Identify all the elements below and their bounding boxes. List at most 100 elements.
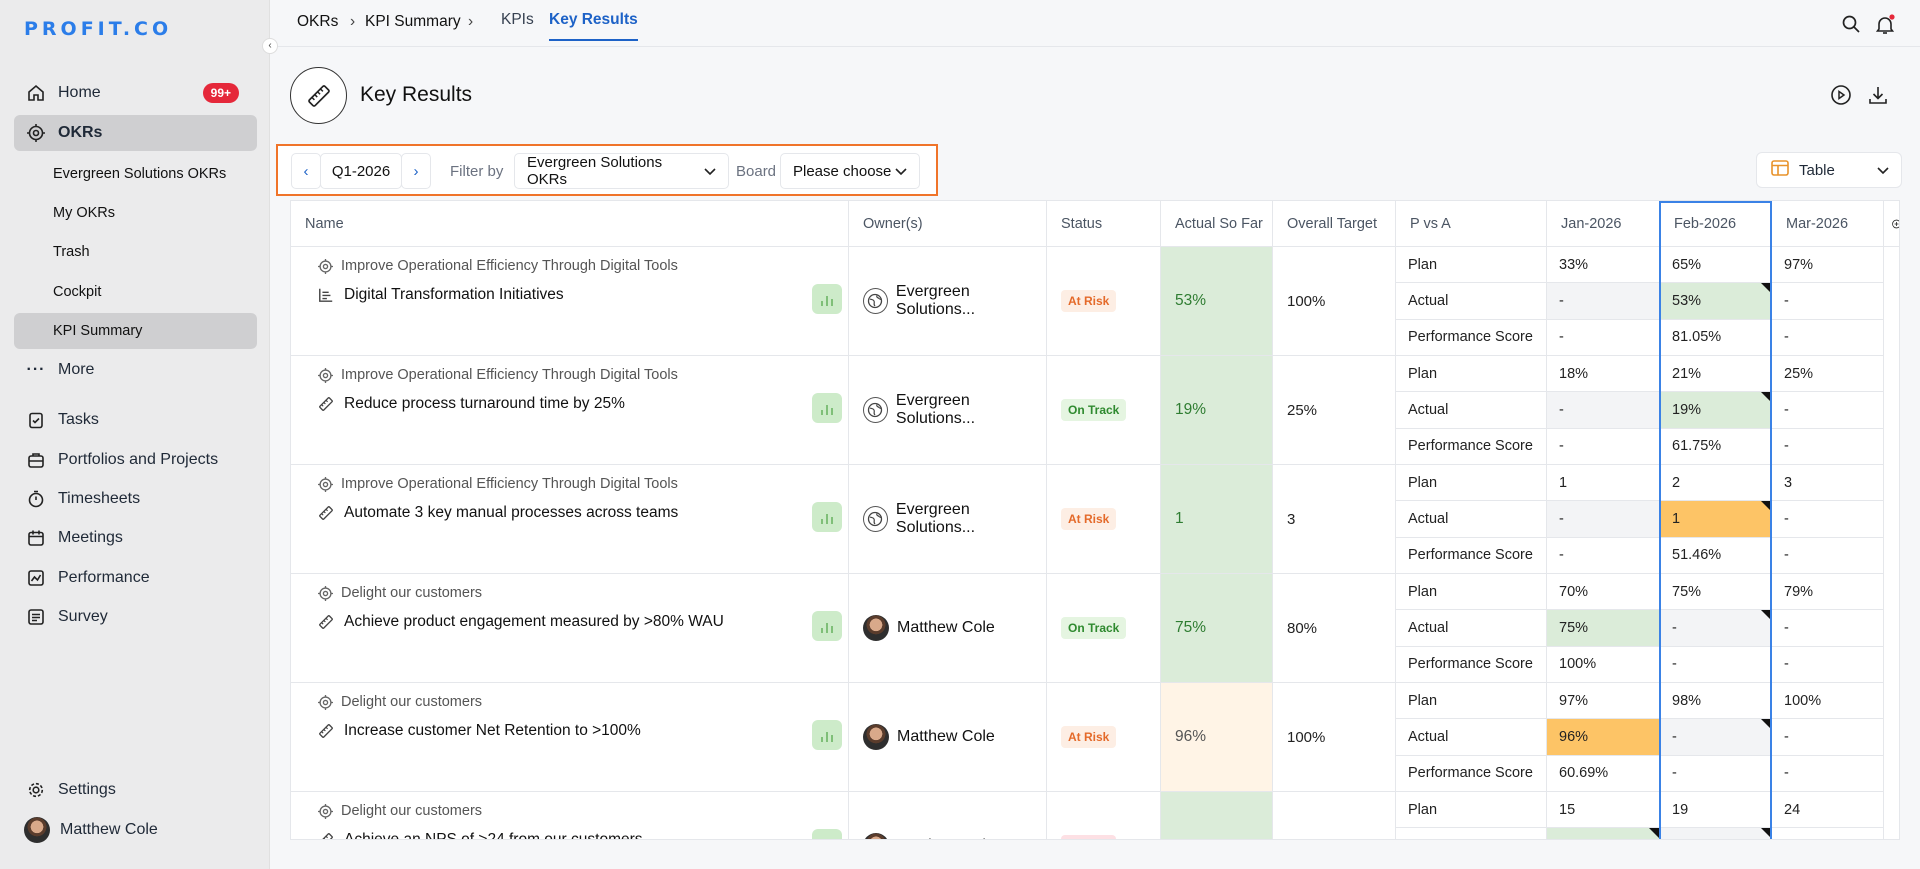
sidebar-subitem-evergreen-okrs[interactable]: Evergreen Solutions OKRs — [53, 166, 227, 182]
objective-name[interactable]: Delight our customers — [341, 694, 483, 710]
owner-cell[interactable]: Matthew Cole — [849, 683, 1047, 792]
cell-value: 3 — [1784, 474, 1793, 491]
breadcrumb-okrs[interactable]: OKRs — [297, 13, 339, 30]
month-value-cell: 97% — [1772, 247, 1884, 284]
app-logo[interactable]: PROFIT.CO — [24, 18, 173, 40]
sidebar-user-profile[interactable]: Matthew Cole — [14, 812, 257, 848]
column-header-owners[interactable]: Owner(s) — [849, 201, 1047, 247]
month-value-cell[interactable]: 75% — [1547, 610, 1660, 647]
sidebar-item-timesheets[interactable]: Timesheets — [14, 481, 257, 517]
sidebar-item-settings[interactable]: Settings — [14, 772, 257, 808]
month-value-cell[interactable]: 18 — [1547, 828, 1660, 839]
bar-chart-icon[interactable] — [812, 720, 842, 750]
filter-by-dropdown[interactable]: Evergreen Solutions OKRs — [514, 153, 729, 189]
owner: Matthew Cole — [863, 615, 995, 641]
column-header-actual-so-far[interactable]: Actual So Far — [1161, 201, 1273, 247]
sidebar-item-survey[interactable]: Survey — [14, 599, 257, 635]
month-value-cell[interactable]: - — [1547, 392, 1660, 429]
key-result-name[interactable]: Increase customer Net Retention to >100% — [344, 722, 641, 739]
view-selector[interactable]: Table — [1756, 152, 1902, 188]
bar-chart-icon[interactable] — [812, 611, 842, 641]
table-row[interactable]: Delight our customers Achieve product en… — [291, 574, 849, 683]
key-result-name[interactable]: Digital Transformation Initiatives — [344, 286, 564, 303]
table-row[interactable]: Delight our customers Increase customer … — [291, 683, 849, 792]
notification-bell-icon[interactable] — [1874, 14, 1896, 36]
objective-name[interactable]: Improve Operational Efficiency Through D… — [341, 258, 678, 274]
month-value-cell[interactable]: 53% — [1660, 283, 1772, 320]
month-value-cell[interactable]: 96% — [1547, 719, 1660, 756]
board-dropdown[interactable]: Please choose — [780, 153, 920, 189]
objective-name[interactable]: Delight our customers — [341, 585, 483, 601]
collapse-sidebar-button[interactable]: ‹ — [262, 38, 278, 54]
month-value-cell[interactable]: - — [1772, 828, 1884, 839]
actual-so-far-cell[interactable]: 96% — [1161, 683, 1273, 792]
sidebar-item-tasks[interactable]: Tasks — [14, 402, 257, 438]
actual-so-far-cell[interactable]: 18 — [1161, 792, 1273, 839]
month-value-cell[interactable]: - — [1772, 719, 1884, 756]
bar-chart-icon[interactable] — [812, 502, 842, 532]
owner-cell[interactable]: Matthew Cole — [849, 574, 1047, 683]
actual-so-far-cell[interactable]: 53% — [1161, 247, 1273, 356]
tab-key-results[interactable]: Key Results — [549, 11, 638, 41]
actual-so-far-cell[interactable]: 1 — [1161, 465, 1273, 574]
play-icon[interactable] — [1830, 84, 1852, 106]
sidebar-item-more[interactable]: ··· More — [14, 352, 257, 388]
objective-name[interactable]: Improve Operational Efficiency Through D… — [341, 367, 678, 383]
month-value-cell[interactable]: - — [1772, 501, 1884, 538]
download-icon[interactable] — [1867, 84, 1889, 106]
sidebar-item-home[interactable]: Home 99+ — [14, 75, 257, 111]
key-result-line: Achieve an NPS of >24 from our customers — [318, 831, 643, 840]
table-row[interactable]: Improve Operational Efficiency Through D… — [291, 247, 849, 356]
month-value-cell[interactable]: - — [1660, 719, 1772, 756]
tab-kpis[interactable]: KPIs — [501, 11, 534, 28]
table-row[interactable]: Delight our customers Achieve an NPS of … — [291, 792, 849, 840]
column-header-overall-target[interactable]: Overall Target — [1273, 201, 1396, 247]
sidebar-item-performance[interactable]: Performance — [14, 560, 257, 596]
sidebar-subitem-cockpit[interactable]: Cockpit — [53, 284, 102, 300]
month-value-cell[interactable]: - — [1660, 610, 1772, 647]
key-result-name[interactable]: Achieve product engagement measured by >… — [344, 613, 724, 630]
owner-cell[interactable]: Evergreen Solutions... — [849, 465, 1047, 574]
month-value-cell[interactable]: - — [1547, 283, 1660, 320]
sidebar-subitem-trash[interactable]: Trash — [53, 244, 90, 260]
column-header-p-vs-a[interactable]: P vs A — [1396, 201, 1547, 247]
actual-so-far-cell[interactable]: 75% — [1161, 574, 1273, 683]
previous-period-button[interactable]: ‹ — [291, 153, 321, 189]
column-header-mar-2026[interactable]: Mar-2026 — [1772, 201, 1884, 247]
breadcrumb-kpi-summary[interactable]: KPI Summary — [365, 13, 461, 30]
add-column-icon[interactable] — [1884, 201, 1899, 247]
month-value-cell[interactable]: 1 — [1660, 501, 1772, 538]
sidebar-item-okrs[interactable]: OKRs — [14, 115, 257, 151]
owner-cell[interactable]: Evergreen Solutions... — [849, 356, 1047, 465]
table-row[interactable]: Improve Operational Efficiency Through D… — [291, 356, 849, 465]
bar-chart-icon[interactable] — [812, 284, 842, 314]
month-value-cell[interactable]: - — [1547, 501, 1660, 538]
sidebar-subitem-my-okrs[interactable]: My OKRs — [53, 205, 116, 221]
objective-name[interactable]: Improve Operational Efficiency Through D… — [341, 476, 678, 492]
month-value-cell[interactable]: 19% — [1660, 392, 1772, 429]
column-header-feb-2026[interactable]: Feb-2026 — [1660, 201, 1772, 247]
search-icon[interactable] — [1841, 14, 1863, 36]
bar-chart-icon[interactable] — [812, 393, 842, 423]
column-header-name[interactable]: Name — [291, 201, 849, 247]
table-row[interactable]: Improve Operational Efficiency Through D… — [291, 465, 849, 574]
actual-so-far-cell[interactable]: 19% — [1161, 356, 1273, 465]
month-value-cell[interactable]: - — [1772, 392, 1884, 429]
month-value-cell[interactable]: - — [1660, 828, 1772, 839]
month-value-cell[interactable]: - — [1772, 610, 1884, 647]
sidebar-item-meetings[interactable]: Meetings — [14, 520, 257, 556]
column-header-status[interactable]: Status — [1047, 201, 1161, 247]
next-period-button[interactable]: › — [401, 153, 431, 189]
objective-name[interactable]: Delight our customers — [341, 803, 483, 819]
column-header-jan-2026[interactable]: Jan-2026 — [1547, 201, 1660, 247]
key-result-name[interactable]: Reduce process turnaround time by 25% — [344, 395, 625, 412]
sidebar-subitem-kpi-summary[interactable]: KPI Summary — [14, 313, 257, 349]
key-result-name[interactable]: Achieve an NPS of >24 from our customers — [344, 831, 643, 840]
period-selector[interactable]: Q1-2026 — [320, 153, 402, 189]
sidebar-item-portfolios[interactable]: Portfolios and Projects — [14, 442, 257, 478]
owner-cell[interactable]: Matthew Cole — [849, 792, 1047, 839]
owner-cell[interactable]: Evergreen Solutions... — [849, 247, 1047, 356]
month-value-cell[interactable]: - — [1772, 283, 1884, 320]
bar-chart-icon[interactable] — [812, 829, 842, 839]
key-result-name[interactable]: Automate 3 key manual processes across t… — [344, 504, 679, 521]
